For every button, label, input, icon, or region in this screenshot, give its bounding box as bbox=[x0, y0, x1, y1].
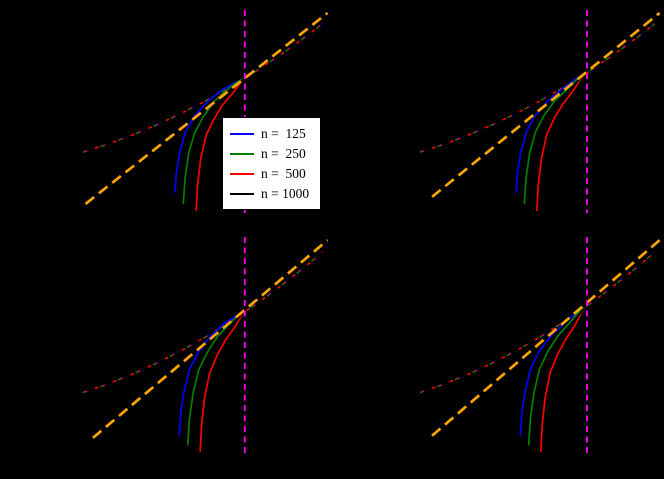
panel-canvas-bottom-right bbox=[420, 237, 661, 453]
reference-curve-n1000 bbox=[83, 23, 324, 153]
estimate-curve-n500 bbox=[536, 72, 588, 212]
legend-item-label: n = 250 bbox=[261, 146, 306, 161]
estimate-curve-n250 bbox=[186, 311, 246, 446]
legend-item: n = 125 bbox=[230, 124, 313, 144]
plot-panel-bottom-left bbox=[83, 237, 330, 453]
estimate-curve-n500 bbox=[199, 311, 246, 452]
reference-curve-n250 bbox=[83, 23, 324, 153]
legend-line-sample-n500 bbox=[230, 173, 254, 175]
estimate-curve-n500 bbox=[195, 77, 246, 212]
estimate-curve-n125 bbox=[519, 305, 588, 436]
legend-item-label: n = 1000 bbox=[261, 186, 310, 201]
diagonal-reference-line bbox=[431, 239, 661, 437]
estimate-curve-n125 bbox=[515, 71, 588, 193]
panel-canvas-top-right bbox=[420, 10, 661, 213]
reference-curve-n250 bbox=[420, 251, 656, 394]
panel-canvas-top-left bbox=[83, 10, 329, 213]
legend-item-label: n = 125 bbox=[261, 126, 306, 141]
panel-canvas-bottom-left bbox=[83, 237, 329, 453]
plot-panel-bottom-right bbox=[420, 237, 662, 453]
reference-curve-n125 bbox=[420, 23, 656, 153]
legend: n = 125 n = 250 n = 500 n = 1000 bbox=[222, 117, 321, 210]
diagonal-reference-line bbox=[84, 11, 329, 205]
legend-line-sample-n250 bbox=[230, 153, 254, 155]
reference-curve-n1000 bbox=[420, 251, 656, 394]
legend-item: n = 500 bbox=[230, 164, 313, 184]
estimate-curve-n125 bbox=[178, 311, 246, 436]
legend-item: n = 1000 bbox=[230, 184, 313, 204]
legend-line-sample-n125 bbox=[230, 133, 254, 135]
reference-curve-n500 bbox=[420, 23, 656, 153]
reference-curve-n1000 bbox=[420, 23, 656, 153]
plot-panel-top-right bbox=[420, 10, 662, 213]
reference-curve-n1000 bbox=[83, 251, 324, 394]
diagonal-reference-line bbox=[431, 11, 661, 198]
reference-curve-n125 bbox=[83, 251, 324, 394]
legend-item: n = 250 bbox=[230, 144, 313, 164]
estimate-curve-n500 bbox=[539, 305, 588, 452]
estimate-curve-n1000 bbox=[193, 311, 246, 449]
reference-curve-n250 bbox=[420, 23, 656, 153]
estimate-curve-n1000 bbox=[529, 72, 588, 207]
estimate-curve-n250 bbox=[523, 71, 588, 204]
diagonal-reference-line bbox=[92, 239, 329, 439]
reference-curve-n250 bbox=[83, 251, 324, 394]
reference-curve-n500 bbox=[83, 251, 324, 394]
legend-item-label: n = 500 bbox=[261, 166, 306, 181]
plot-panel-top-left bbox=[83, 10, 330, 213]
estimate-curve-n1000 bbox=[533, 305, 588, 449]
reference-curve-n500 bbox=[83, 23, 324, 153]
estimate-curve-n250 bbox=[182, 77, 246, 204]
legend-line-sample-n1000 bbox=[230, 193, 254, 195]
estimate-curve-n250 bbox=[527, 305, 588, 446]
